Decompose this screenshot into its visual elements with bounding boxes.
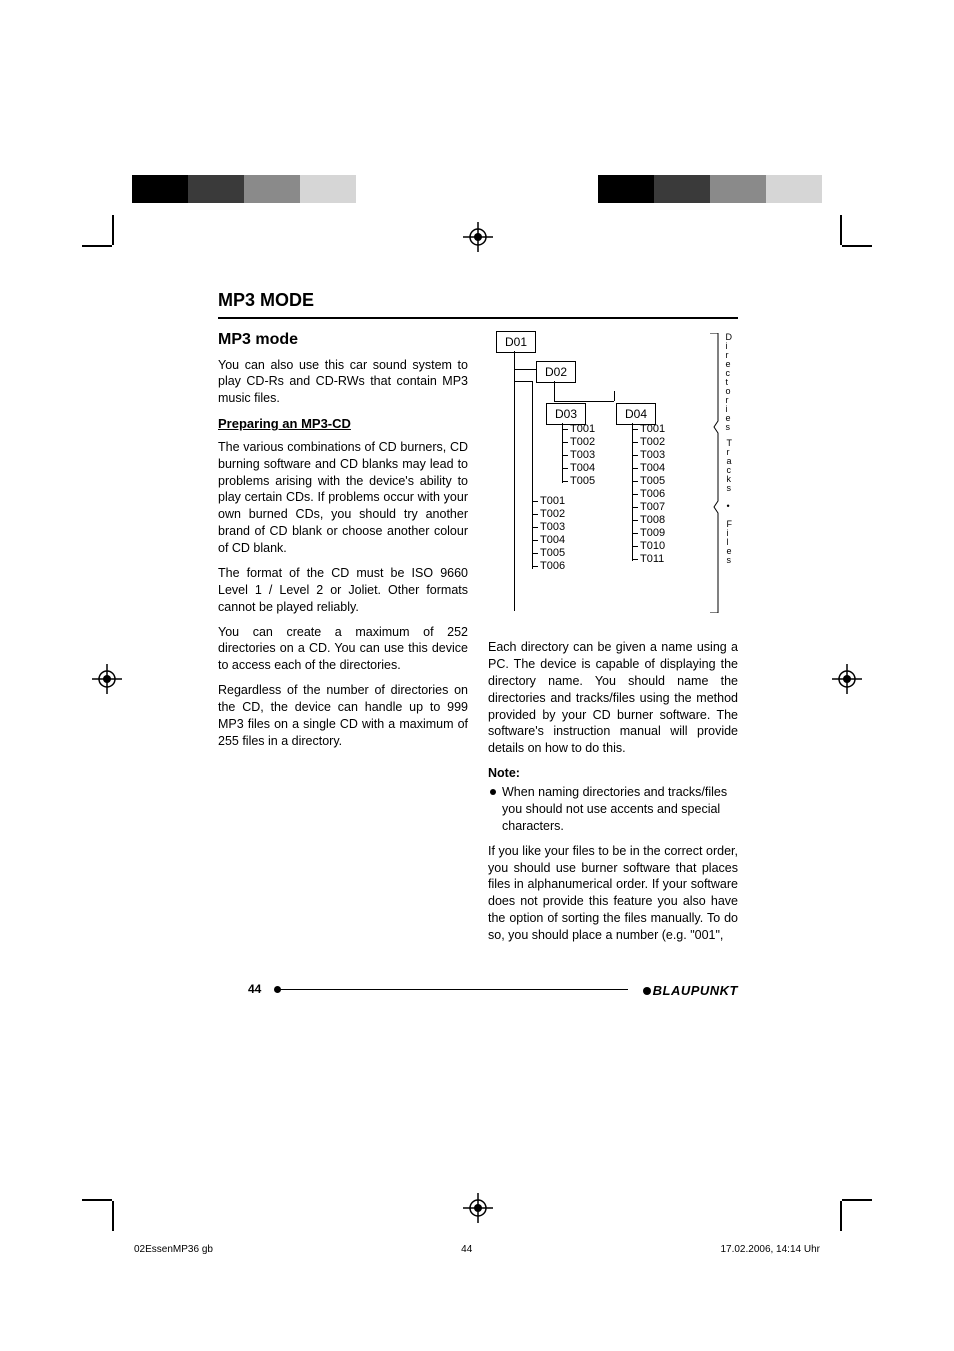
note-title: Note: — [488, 765, 738, 782]
d02-tracks: T001T002T003T004T005T006 — [532, 495, 565, 573]
right-column: D01 D02 D03 D04 T001T002T003T004T005 — [488, 329, 738, 952]
crop-mark — [112, 215, 114, 245]
left-column: MP3 mode You can also use this car sound… — [218, 329, 468, 952]
note-bullet: When naming directories and tracks/files… — [488, 784, 738, 835]
body-paragraph: Regardless of the number of directories … — [218, 682, 468, 750]
page-content: MP3 MODE MP3 mode You can also use this … — [218, 290, 738, 996]
d03-tracks: T001T002T003T004T005 — [562, 423, 595, 488]
meta-filename: 02EssenMP36 gb — [134, 1244, 213, 1255]
body-paragraph: The format of the CD must be ISO 9660 Le… — [218, 565, 468, 616]
crop-mark — [842, 1199, 872, 1201]
directory-diagram: D01 D02 D03 D04 T001T002T003T004T005 — [488, 329, 728, 629]
brace-icon — [710, 333, 720, 613]
registration-mark-icon — [832, 664, 862, 694]
bullet-icon — [490, 789, 496, 795]
meta-page: 44 — [461, 1244, 472, 1255]
color-bar-left — [132, 175, 356, 203]
subsection-title: MP3 mode — [218, 329, 468, 351]
dir-box: D02 — [536, 361, 576, 383]
crop-mark — [82, 1199, 112, 1201]
meta-footer: 02EssenMP36 gb 44 17.02.2006, 14:14 Uhr — [134, 1244, 820, 1255]
registration-mark-icon — [92, 664, 122, 694]
section-title: MP3 MODE — [218, 290, 738, 311]
bullet-text: When naming directories and tracks/files… — [502, 784, 738, 835]
crop-mark — [840, 215, 842, 245]
label-directories: Directories — [726, 333, 733, 432]
dir-box: D01 — [496, 331, 536, 353]
crop-mark — [82, 245, 112, 247]
dir-box: D03 — [546, 403, 586, 425]
page-number: 44 — [248, 982, 261, 996]
body-paragraph: If you like your files to be in the corr… — [488, 843, 738, 944]
preparing-title: Preparing an MP3-CD — [218, 415, 468, 433]
meta-timestamp: 17.02.2006, 14:14 Uhr — [720, 1244, 820, 1255]
crop-mark — [112, 1201, 114, 1231]
section-underline — [218, 317, 738, 319]
brand-text: BLAUPUNKT — [653, 983, 738, 998]
label-tracks: Tracks • Files — [727, 439, 733, 565]
intro-paragraph: You can also use this car sound system t… — [218, 357, 468, 408]
footer-line — [278, 989, 628, 990]
d04-tracks: T001T002T003T004T005T006T007T008T009T010… — [632, 423, 665, 566]
body-paragraph: You can create a maximum of 252 director… — [218, 624, 468, 675]
body-paragraph: Each directory can be given a name using… — [488, 639, 738, 757]
color-bar-right — [598, 175, 822, 203]
body-paragraph: The various combinations of CD burners, … — [218, 439, 468, 557]
registration-mark-icon — [463, 1193, 493, 1223]
registration-mark-icon — [463, 222, 493, 252]
brand-logo: BLAUPUNKT — [643, 983, 738, 998]
dir-box: D04 — [616, 403, 656, 425]
crop-mark — [840, 1201, 842, 1231]
crop-mark — [842, 245, 872, 247]
